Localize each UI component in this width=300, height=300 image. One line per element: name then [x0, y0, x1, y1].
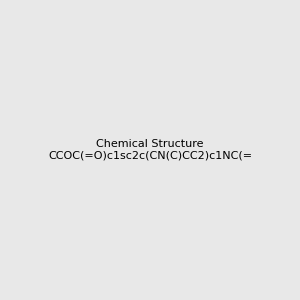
Text: Chemical Structure
CCOC(=O)c1sc2c(CN(C)CC2)c1NC(=: Chemical Structure CCOC(=O)c1sc2c(CN(C)C…	[48, 139, 252, 161]
